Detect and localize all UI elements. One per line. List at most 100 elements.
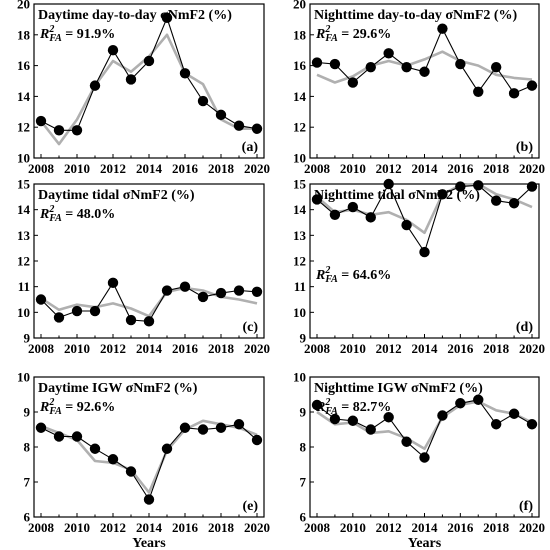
y-tick-label: 10 (17, 151, 30, 166)
panel-title: Daytime IGW σNmF2 (%) (38, 381, 198, 396)
y-tick-label: 20 (17, 0, 30, 12)
chart-panel-1: 10 12 14 16 18 20 2008 2010 2012 2014 2016 2018 2020… (17, 0, 270, 176)
data-point (526, 80, 538, 91)
data-point (35, 294, 47, 305)
y-tick-label: 14 (17, 202, 31, 217)
y-tick-label: 12 (17, 120, 30, 135)
y-tick-label: 15 (17, 177, 31, 192)
data-point (473, 86, 484, 97)
x-tick-label: 2014 (136, 161, 163, 176)
x-tick-label: 2020 (244, 161, 270, 176)
data-point (161, 12, 173, 24)
data-point (311, 57, 323, 68)
y-tick-label: 15 (293, 177, 307, 192)
plot-frame (309, 183, 540, 339)
x-tick-label: 2020 (519, 341, 545, 356)
chart-panel-3: 9 10 11 12 13 14 15 2008 2010 2012 2014 2016 2018 202… (17, 177, 270, 357)
data-point (473, 394, 484, 405)
y-tick-label: 10 (293, 370, 306, 385)
data-point (197, 291, 209, 303)
panel-label: (f) (519, 499, 533, 514)
data-point (161, 285, 173, 296)
data-point (179, 422, 191, 433)
data-point (251, 434, 263, 446)
x-tick-label: 2020 (519, 520, 545, 535)
x-tick-label: 2018 (483, 161, 510, 176)
x-tick-label: 2016 (172, 520, 199, 535)
x-tick-label: 2008 (28, 341, 55, 356)
chart-panel-5: 6 7 8 9 10 2008 2010 2012 2014 2016 2018 2020 Daytim… (17, 370, 270, 550)
y-tick-label: 12 (293, 120, 306, 135)
data-point (215, 287, 227, 299)
data-point (526, 419, 538, 430)
y-tick-label: 18 (293, 27, 307, 42)
panel-title: Daytime day-to-day σNmF2 (%) (38, 8, 232, 23)
y-tick-label: 11 (294, 279, 306, 294)
data-point (179, 281, 191, 292)
data-point (89, 80, 101, 91)
x-tick-label: 2018 (483, 341, 510, 356)
y-tick-label: 12 (17, 254, 30, 269)
fit-series-line (40, 419, 258, 494)
data-point (508, 198, 520, 209)
y-tick-label: 18 (17, 27, 31, 42)
data-point (401, 436, 412, 447)
x-tick-label: 2018 (483, 520, 510, 535)
y-tick-label: 14 (293, 202, 307, 217)
x-tick-label: 2020 (244, 520, 270, 535)
data-point (365, 61, 376, 73)
panel-label: (d) (516, 320, 533, 335)
data-point (233, 419, 245, 430)
data-point (508, 408, 520, 419)
data-point (455, 398, 466, 409)
data-point (161, 443, 173, 454)
data-point (71, 431, 83, 442)
r-squared-label: R2 FA = 64.6% (315, 265, 391, 285)
y-tick-label: 7 (300, 475, 307, 490)
y-tick-label: 9 (300, 405, 307, 420)
y-tick-label: 13 (17, 228, 31, 243)
data-point (53, 312, 65, 323)
data-point (347, 415, 359, 426)
chart-panel-2: 10 12 14 16 18 20 2008 2010 2012 2014 2016 2018 2020… (293, 0, 545, 176)
x-tick-label: 2014 (412, 520, 439, 535)
x-tick-label: 2020 (244, 341, 270, 356)
data-point (329, 58, 341, 70)
data-point (365, 212, 376, 223)
panel-title: Nighttime IGW σNmF2 (%) (314, 381, 483, 396)
y-tick-label: 10 (293, 305, 306, 320)
y-tick-label: 6 (24, 510, 31, 525)
x-tick-label: 2018 (208, 161, 235, 176)
data-point (35, 422, 47, 433)
data-point (419, 66, 430, 77)
x-tick-label: 2008 (28, 161, 55, 176)
panel-title: Nighttime tidal σNmF2 (%) (314, 188, 480, 203)
x-tick-label: 2010 (64, 341, 90, 356)
y-tick-label: 10 (17, 370, 30, 385)
data-point (383, 178, 394, 190)
r-squared-label: R2 FA = 48.0% (39, 204, 115, 224)
data-point (401, 219, 412, 231)
data-point (143, 494, 155, 505)
data-point (251, 123, 263, 134)
y-tick-label: 7 (24, 475, 31, 490)
y-tick-label: 10 (293, 151, 306, 166)
x-tick-label: 2010 (340, 341, 366, 356)
x-axis-title: Years (408, 536, 442, 550)
data-point (419, 452, 430, 463)
x-tick-label: 2016 (447, 161, 474, 176)
x-tick-label: 2012 (100, 161, 126, 176)
data-point (490, 195, 502, 206)
r-squared-label: R2 FA = 92.6% (39, 397, 115, 417)
x-tick-label: 2010 (64, 161, 90, 176)
chart-panel-4: 9 10 11 12 13 14 15 2008 2010 2012 2014 2016 2018 202… (293, 177, 545, 357)
x-tick-label: 2016 (172, 341, 199, 356)
data-point (125, 74, 137, 85)
data-point (35, 115, 47, 127)
data-point (107, 45, 119, 56)
x-tick-label: 2014 (412, 161, 439, 176)
y-tick-label: 11 (18, 279, 30, 294)
data-point (329, 413, 341, 425)
x-tick-label: 2010 (340, 161, 366, 176)
data-point (143, 55, 155, 67)
